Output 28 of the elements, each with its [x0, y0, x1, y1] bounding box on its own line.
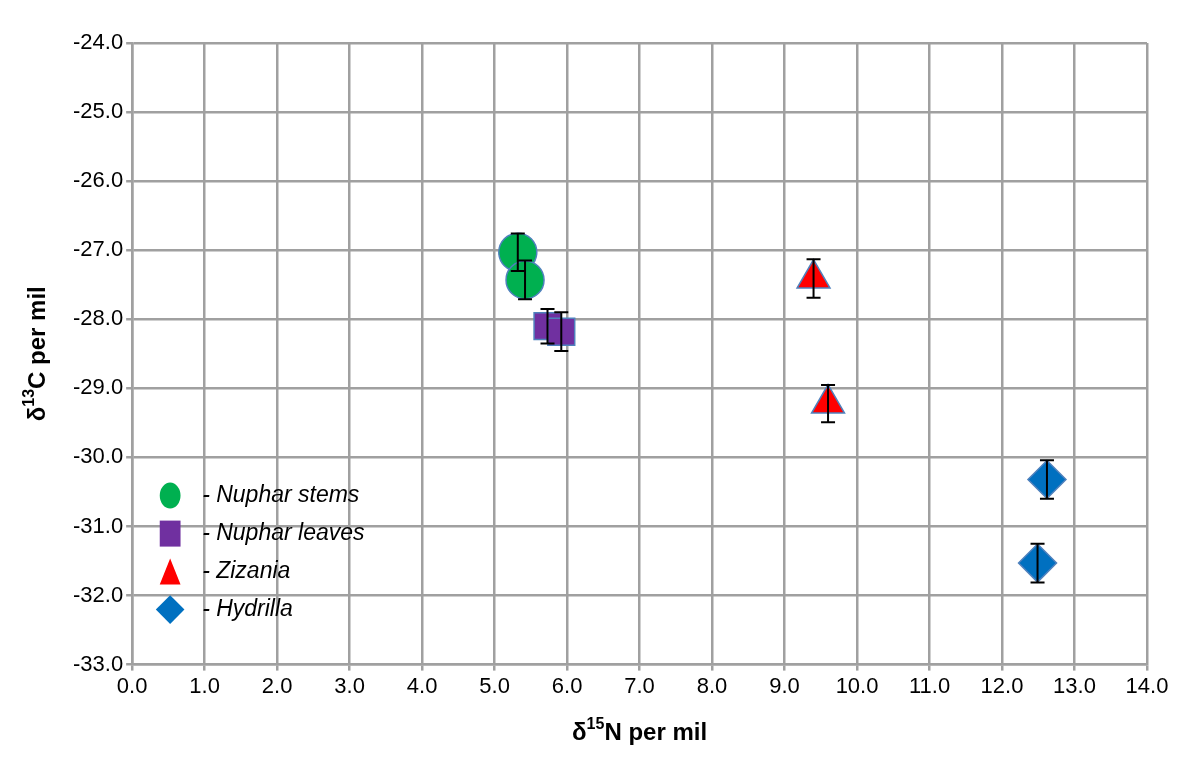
x-tick-label: 1.0	[189, 672, 220, 698]
x-tick-label: 9.0	[769, 672, 800, 698]
y-tick-label: -31.0	[72, 512, 124, 538]
legend-label: - Zizania	[202, 556, 291, 583]
x-tick-label: 8.0	[696, 672, 728, 698]
x-tick-label: 2.0	[261, 672, 293, 698]
legend-label: - Nuphar leaves	[202, 518, 365, 545]
y-tick-label: -27.0	[72, 236, 124, 262]
x-tick-label: 12.0	[980, 672, 1024, 698]
y-tick-label: -24.0	[72, 29, 124, 55]
x-tick-label: 4.0	[406, 672, 438, 698]
y-tick-label: -29.0	[72, 374, 124, 400]
y-tick-label: -28.0	[72, 305, 124, 331]
y-tick-label: -25.0	[72, 98, 124, 124]
x-tick-label: 3.0	[334, 672, 365, 698]
x-tick-label: 10.0	[835, 672, 879, 698]
legend-label: - Nuphar stems	[202, 480, 360, 507]
x-tick-label: 6.0	[551, 672, 583, 698]
y-tick-label: -26.0	[72, 167, 124, 193]
legend-label: - Hydrilla	[202, 594, 293, 621]
x-tick-label: 11.0	[908, 672, 951, 698]
x-tick-label: 5.0	[479, 672, 510, 698]
y-tick-label: -32.0	[72, 581, 124, 607]
x-tick-label: 7.0	[624, 672, 655, 698]
y-axis-title: δ13C per mil	[20, 286, 50, 422]
x-tick-label: 14.0	[1125, 672, 1169, 698]
x-tick-label: 13.0	[1053, 672, 1096, 698]
y-tick-label: -30.0	[72, 443, 124, 469]
